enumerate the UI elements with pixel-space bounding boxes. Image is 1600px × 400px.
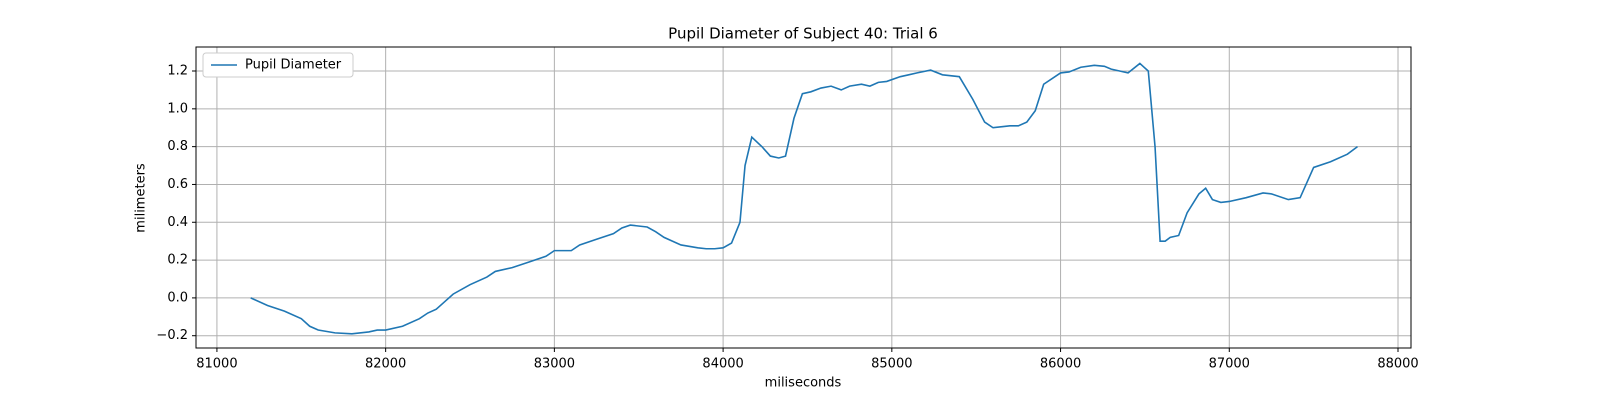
y-tick-label: 0.6 <box>167 177 188 192</box>
legend-label: Pupil Diameter <box>245 58 342 73</box>
x-tick-label: 85000 <box>871 357 912 372</box>
x-axis-label: miliseconds <box>765 376 842 391</box>
x-tick-label: 84000 <box>702 357 743 372</box>
x-tick-label: 81000 <box>196 357 237 372</box>
x-tick-label: 88000 <box>1377 357 1418 372</box>
y-tick-label: 0.2 <box>167 253 188 268</box>
y-tick-label: 0.4 <box>167 215 188 230</box>
y-tick-label: 1.2 <box>167 64 188 79</box>
data-line <box>250 62 1358 335</box>
x-tick-label: 86000 <box>1040 357 1081 372</box>
y-tick-label: 1.0 <box>167 101 188 116</box>
x-tick-label: 82000 <box>365 357 406 372</box>
y-tick-label: −0.2 <box>156 328 188 343</box>
y-axis-label: milimeters <box>134 163 149 233</box>
plot-frame <box>195 46 1412 349</box>
legend-box <box>202 52 354 78</box>
x-tick-label: 87000 <box>1209 357 1250 372</box>
y-tick-label: 0.0 <box>167 290 188 305</box>
chart-title: Pupil Diameter of Subject 40: Trial 6 <box>668 25 938 43</box>
x-tick-label: 83000 <box>534 357 575 372</box>
y-tick-label: 0.8 <box>167 139 188 154</box>
